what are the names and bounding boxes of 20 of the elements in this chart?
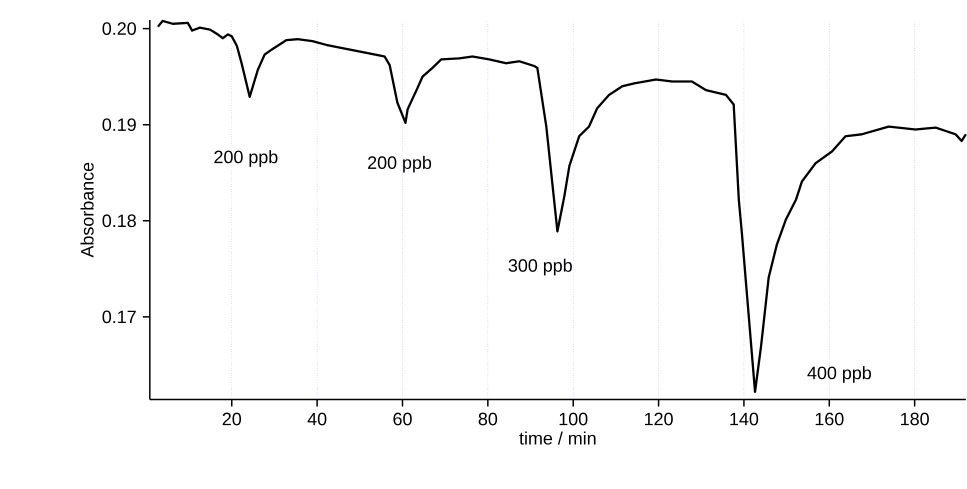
y-tick-label: 0.18 xyxy=(102,214,136,227)
x-tick-label: 120 xyxy=(644,412,673,426)
annotation: 300 ppb xyxy=(508,258,572,276)
y-tick-label: 0.20 xyxy=(102,22,136,35)
x-tick-label: 160 xyxy=(816,412,844,426)
x-axis-title: time / min xyxy=(519,431,596,444)
x-tick-label: 80 xyxy=(478,412,498,426)
annotation: 200 ppb xyxy=(214,150,278,167)
x-tick-label: 180 xyxy=(901,412,929,426)
line-series xyxy=(156,20,967,393)
x-tick-label: 20 xyxy=(222,412,242,426)
x-tick-label: 100 xyxy=(560,412,588,426)
y-tick-label: 0.19 xyxy=(102,118,136,131)
annotation: 200 ppb xyxy=(368,156,432,172)
y-tick-label: 0.17 xyxy=(102,310,136,324)
y-axis-title: Absorbance xyxy=(80,162,94,258)
annotation: 400 ppb xyxy=(807,366,871,383)
x-tick-label: 140 xyxy=(730,412,758,426)
x-tick-label: 60 xyxy=(393,412,412,426)
x-tick-label: 40 xyxy=(308,412,326,426)
